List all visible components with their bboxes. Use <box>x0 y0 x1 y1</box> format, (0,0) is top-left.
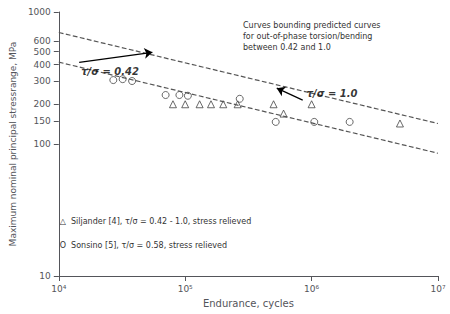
svg-text:10⁴: 10⁴ <box>51 284 66 294</box>
svg-text:τ/σ = 1.0: τ/σ = 1.0 <box>307 88 358 99</box>
svg-text:τ/σ = 0.42: τ/σ = 0.42 <box>81 66 139 77</box>
svg-text:△ Siljander [4], τ/σ = 0.42 -: △ Siljander [4], τ/σ = 0.42 - 1.0, stres… <box>60 217 252 226</box>
svg-text:100: 100 <box>34 139 51 149</box>
svg-text:10: 10 <box>39 271 51 281</box>
svg-text:Maximum nominal principal stre: Maximum nominal principal stressrange, M… <box>8 42 18 247</box>
svg-text:between 0.42 and 1.0: between 0.42 and 1.0 <box>243 43 331 52</box>
svg-text:150: 150 <box>34 116 51 126</box>
svg-text:400: 400 <box>34 60 51 70</box>
svg-text:600: 600 <box>34 36 51 46</box>
svg-text:10⁷: 10⁷ <box>430 284 445 294</box>
svg-text:10⁵: 10⁵ <box>178 284 193 294</box>
svg-text:Curves bounding predicted curv: Curves bounding predicted curves <box>243 21 381 30</box>
svg-text:Endurance, cycles: Endurance, cycles <box>203 298 294 309</box>
svg-text:O Sonsino [5], τ/σ = 0.58, st: O Sonsino [5], τ/σ = 0.58, stress reliev… <box>60 241 227 250</box>
svg-text:200: 200 <box>34 99 51 109</box>
svg-text:10⁶: 10⁶ <box>304 284 319 294</box>
svg-text:1000: 1000 <box>28 7 51 17</box>
svg-text:500: 500 <box>34 47 51 57</box>
svg-text:300: 300 <box>34 76 51 86</box>
svg-text:for out-of-phase torsion/bendi: for out-of-phase torsion/bending <box>243 32 372 41</box>
